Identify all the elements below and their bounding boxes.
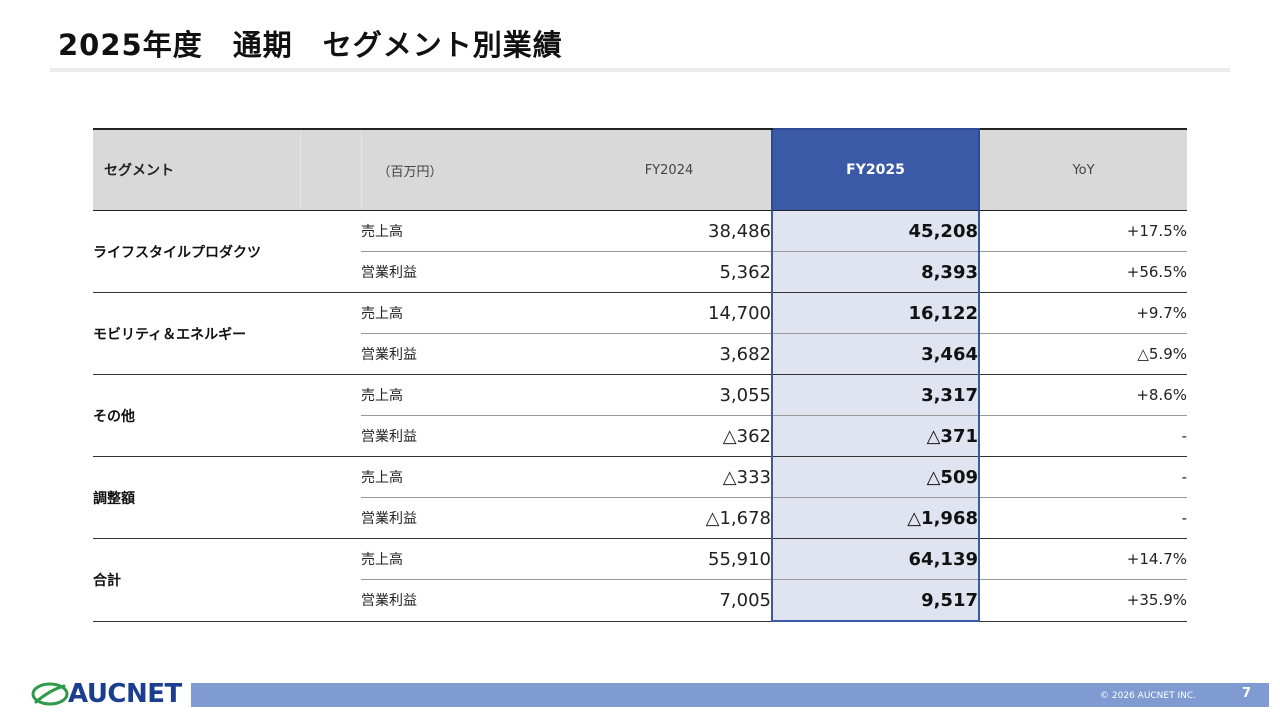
page-title: 2025年度 通期 セグメント別業績 [58,28,563,62]
metric-label: 売上高 [361,210,567,252]
value-fy2025: △1,968 [771,497,980,539]
table-row: 営業利益 △1,678 △1,968- [93,497,1187,539]
table-row: 調整額 売上高 △333 △509- [93,456,1187,539]
segment-results-table: セグメント （百万円） FY2024 FY2025 YoY ライフスタイルプロダ… [93,128,1187,622]
value-fy2024: 38,486 [567,210,772,252]
header-segment: セグメント [93,128,301,211]
value-fy2025: 16,122 [771,292,980,334]
metric-label: 売上高 [361,456,567,498]
table-header-row: セグメント （百万円） FY2024 FY2025 YoY [93,128,1187,211]
table-row: モビリティ＆エネルギー 売上高 14,700 16,122 +9.7% [93,292,1187,375]
header-fy2025: FY2025 [771,128,980,211]
value-yoy: △5.9% [979,333,1187,375]
header-yoy: YoY [979,128,1187,211]
table-row: ライフスタイルプロダクツ 売上高 38,486 45,208 +17.5% [93,210,1187,293]
value-yoy: +8.6% [979,374,1187,416]
table-row: 営業利益 3,682 3,464 △5.9% [93,333,1187,375]
segment-name: ライフスタイルプロダクツ [93,210,361,293]
value-yoy: - [979,415,1187,457]
header-spacer [300,128,362,211]
metric-label: 営業利益 [361,415,567,457]
value-fy2025: 45,208 [771,210,980,252]
metric-label: 営業利益 [361,251,567,293]
value-fy2024: 7,005 [567,579,772,622]
value-fy2024: 3,055 [567,374,772,416]
value-fy2024: △1,678 [567,497,772,539]
value-fy2025: 64,139 [771,538,980,580]
metric-label: 営業利益 [361,497,567,539]
value-yoy: - [979,497,1187,539]
metric-label: 営業利益 [361,579,567,622]
table-row: 営業利益 7,005 9,517 +35.9% [93,579,1187,622]
value-fy2025: △509 [771,456,980,498]
metric-label: 売上高 [361,292,567,334]
value-fy2024: △362 [567,415,772,457]
value-fy2024: 14,700 [567,292,772,334]
page-number: 7 [1241,686,1251,701]
footer-bar [191,683,1269,707]
aucnet-leaf-icon [31,682,69,706]
table-row: その他 売上高 3,055 3,317 +8.6% [93,374,1187,457]
value-fy2024: △333 [567,456,772,498]
value-fy2024: 55,910 [567,538,772,580]
value-fy2024: 5,362 [567,251,772,293]
value-fy2024: 3,682 [567,333,772,375]
metric-label: 営業利益 [361,333,567,375]
value-yoy: +9.7% [979,292,1187,334]
value-yoy: +14.7% [979,538,1187,580]
value-fy2025: 9,517 [771,579,980,622]
segment-name: モビリティ＆エネルギー [93,292,361,375]
company-logo: AUCNET [30,678,182,710]
value-fy2025: △371 [771,415,980,457]
table-row: 営業利益 5,362 8,393 +56.5% [93,251,1187,293]
value-yoy: +17.5% [979,210,1187,252]
metric-label: 売上高 [361,538,567,580]
header-unit: （百万円） [361,128,567,211]
value-fy2025: 3,317 [771,374,980,416]
header-fy2024: FY2024 [567,128,772,211]
copyright-text: © 2026 AUCNET INC. [1100,691,1196,701]
logo-text: AUCNET [68,679,182,709]
value-yoy: +56.5% [979,251,1187,293]
segment-name: 合計 [93,538,361,622]
metric-label: 売上高 [361,374,567,416]
value-yoy: - [979,456,1187,498]
value-fy2025: 3,464 [771,333,980,375]
segment-name: その他 [93,374,361,457]
segment-name: 調整額 [93,456,361,539]
title-divider [50,68,1230,72]
value-yoy: +35.9% [979,579,1187,622]
table-row: 合計 売上高 55,910 64,139 +14.7% [93,538,1187,622]
value-fy2025: 8,393 [771,251,980,293]
table-row: 営業利益 △362 △371- [93,415,1187,457]
